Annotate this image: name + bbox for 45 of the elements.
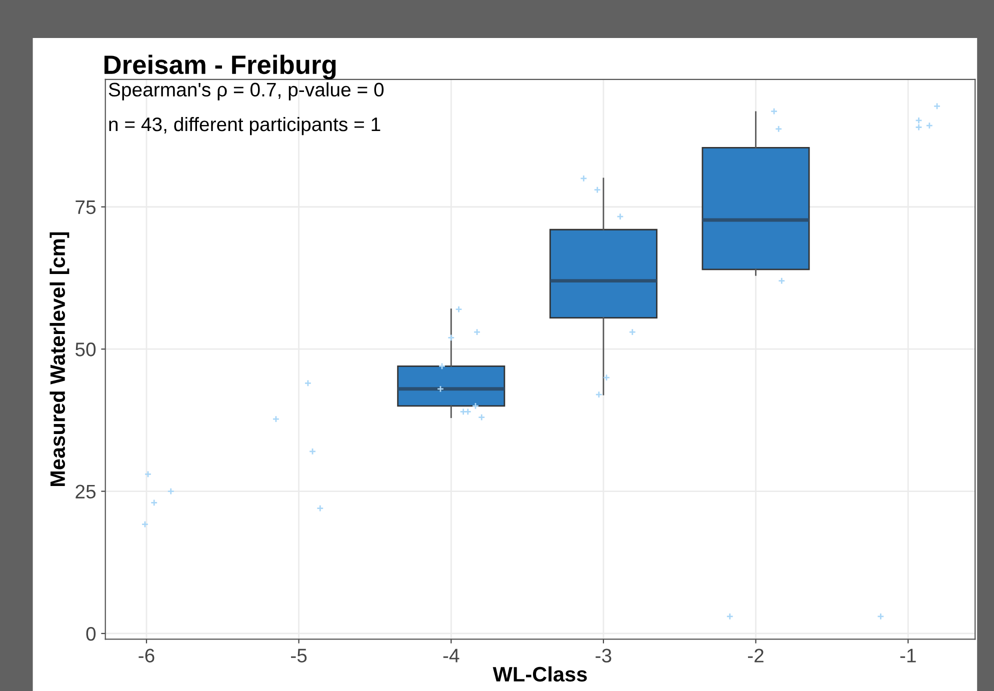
point: [473, 328, 481, 336]
point: [436, 385, 444, 393]
x-tick-label: -2: [748, 648, 764, 662]
point: [926, 122, 934, 130]
y-tick-label: 75: [76, 200, 96, 214]
x-axis-title: WL-Class: [492, 666, 587, 682]
point: [167, 488, 175, 495]
annotation: n = 43, different participants = 1: [109, 116, 380, 136]
point: [594, 186, 601, 194]
point: [272, 415, 280, 423]
x-tick-label: -1: [900, 648, 916, 662]
point: [770, 108, 778, 115]
point: [455, 306, 462, 313]
x-tick-label: -6: [138, 648, 154, 662]
point: [616, 212, 624, 220]
chart-title: Dreisam - Freiburg: [104, 54, 336, 80]
point: [308, 448, 316, 456]
point: [774, 125, 782, 133]
point: [144, 470, 152, 478]
point: [438, 362, 446, 370]
point: [141, 520, 149, 528]
x-tick-label: -5: [291, 648, 307, 662]
y-tick-label: 0: [86, 626, 96, 641]
point: [304, 380, 312, 387]
point: [602, 374, 610, 382]
point: [478, 414, 486, 421]
y-tick-label: 50: [75, 342, 96, 356]
x-tick-label: -3: [596, 648, 612, 662]
point: [915, 116, 922, 124]
annotation: Spearman's ρ = 0.7, p-value = 0: [108, 82, 384, 100]
y-axis-title: Measured Waterlevel [cm]: [50, 232, 70, 486]
y-tick-label: 25: [76, 484, 96, 499]
point: [877, 612, 884, 620]
x-tick-label: -4: [443, 648, 460, 662]
point: [580, 174, 588, 182]
point: [150, 499, 158, 506]
point: [933, 102, 941, 110]
point: [595, 390, 603, 398]
point: [447, 334, 455, 342]
point: [472, 402, 480, 410]
point: [628, 328, 636, 336]
point: [778, 277, 786, 284]
point: [915, 124, 922, 131]
point: [726, 612, 734, 620]
point: [316, 504, 324, 512]
